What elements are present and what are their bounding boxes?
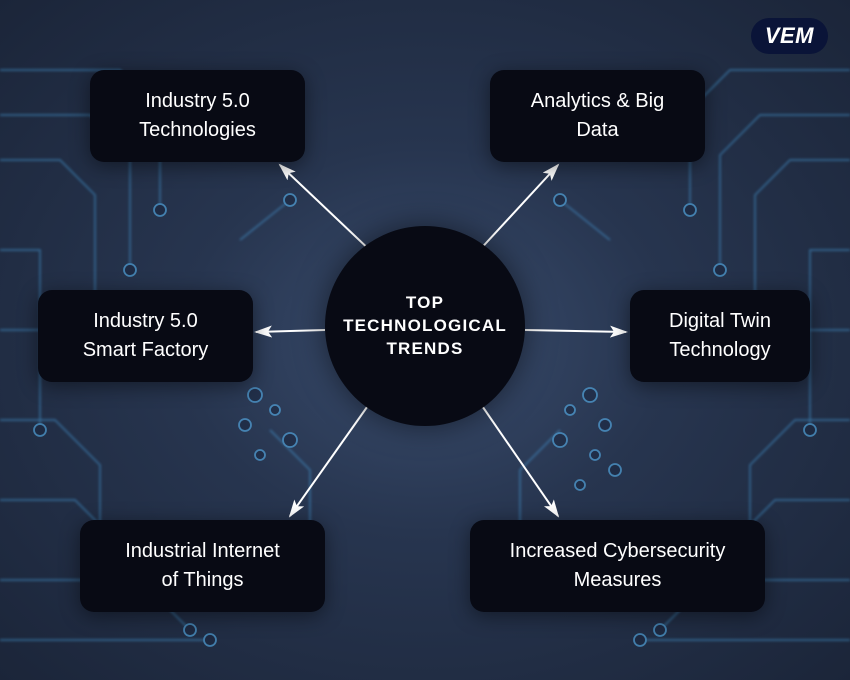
trend-node-2: Industry 5.0 Smart Factory: [38, 290, 253, 382]
trend-node-5: Increased Cybersecurity Measures: [470, 520, 765, 612]
center-line3: TRENDS: [386, 338, 463, 361]
arrow-2: [256, 330, 325, 332]
arrow-0: [280, 165, 375, 255]
center-line2: TECHNOLOGICAL: [343, 315, 507, 338]
arrow-4: [290, 400, 372, 516]
arrow-1: [475, 165, 558, 255]
center-hub: TOP TECHNOLOGICAL TRENDS: [325, 226, 525, 426]
trend-node-4: Industrial Internet of Things: [80, 520, 325, 612]
arrow-3: [525, 330, 626, 332]
trend-node-3: Digital Twin Technology: [630, 290, 810, 382]
center-line1: TOP: [406, 292, 444, 315]
trend-node-0: Industry 5.0 Technologies: [90, 70, 305, 162]
arrow-5: [478, 400, 558, 516]
trend-node-1: Analytics & Big Data: [490, 70, 705, 162]
